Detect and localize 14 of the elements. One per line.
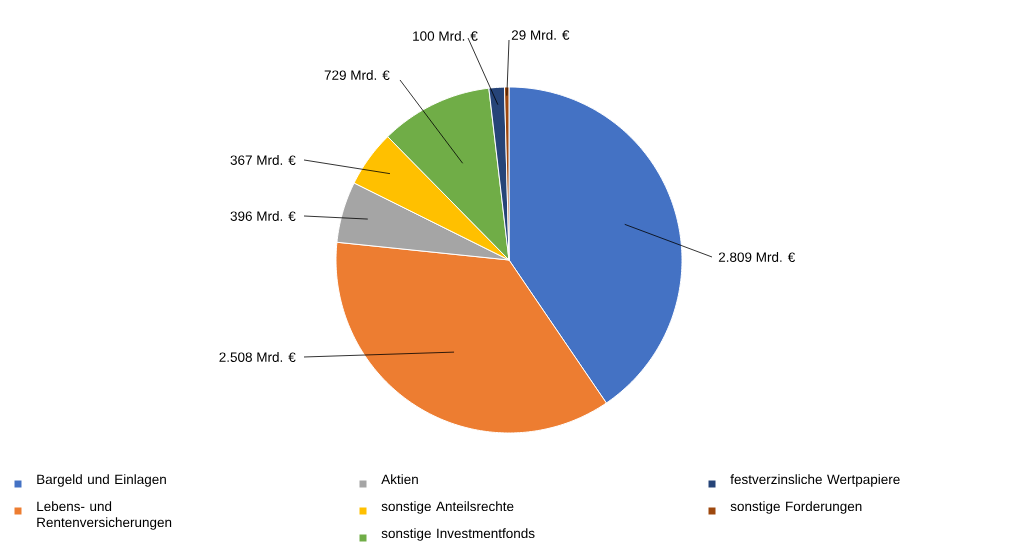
legend-label: sonstige Anteilsrechte <box>381 501 514 514</box>
legend-label: Lebens- und Rentenversicherungen <box>37 501 172 530</box>
data-label: 367 Mrd. € <box>230 155 296 165</box>
legend-label: Bargeld und Einlagen <box>37 474 166 487</box>
legend-label: sonstige Forderungen <box>730 501 862 514</box>
data-label: 396 Mrd. € <box>230 211 296 221</box>
data-label: 29 Mrd. € <box>511 29 570 40</box>
data-label: 2.508 Mrd. € <box>219 352 296 362</box>
legend-label: sonstige Investmentfonds <box>381 528 535 541</box>
data-label: 2.809 Mrd. € <box>718 252 796 262</box>
legend-label: festverzinsliche Wertpapiere <box>730 474 900 487</box>
data-label: 729 Mrd. € <box>324 70 390 80</box>
legend-label: Aktien <box>381 474 418 485</box>
data-label: 100 Mrd. € <box>413 30 478 41</box>
